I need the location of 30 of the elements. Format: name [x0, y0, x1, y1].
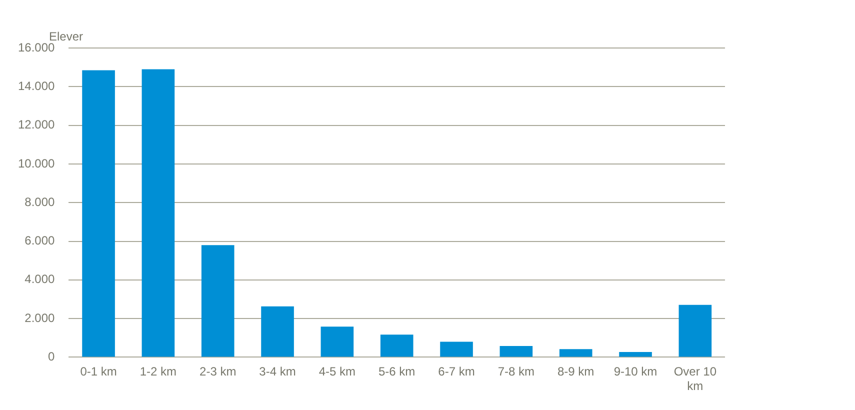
bar [380, 334, 414, 357]
bar [320, 326, 354, 357]
x-tick-label: 5-6 km [378, 364, 416, 379]
bar [619, 352, 652, 357]
y-tick-label: 10.000 [18, 156, 56, 170]
x-tick-label: 0-1 km [80, 364, 117, 379]
bar [82, 70, 115, 357]
x-tick-label: 2-3 km [200, 364, 236, 379]
y-tick-label: 8.000 [24, 194, 56, 209]
y-tick-label: 14.000 [18, 78, 56, 93]
y-tick-label: 6.000 [24, 234, 56, 248]
x-tick-label: 4-5 km [318, 364, 356, 379]
y-tick-label: 0 [48, 350, 56, 364]
x-tick-label: 8-9 km [558, 364, 594, 379]
x-tick-label: 6-7 km [438, 364, 475, 379]
y-tick-label: 2.000 [24, 310, 56, 325]
bar [201, 245, 234, 357]
x-tick-label: Over 10 km [674, 364, 717, 394]
bar [261, 306, 294, 357]
y-tick-label: 12.000 [18, 118, 56, 132]
x-tick-label: 7-8 km [498, 364, 535, 379]
y-tick-label: 4.000 [24, 272, 56, 286]
bar [142, 69, 175, 357]
bar [440, 342, 473, 357]
x-tick-label: 3-4 km [259, 364, 296, 379]
bar [500, 346, 533, 357]
x-tick-label: 1-2 km [140, 364, 177, 379]
bar [559, 349, 592, 357]
x-tick-label: 9-10 km [614, 364, 658, 379]
bar [678, 304, 712, 357]
